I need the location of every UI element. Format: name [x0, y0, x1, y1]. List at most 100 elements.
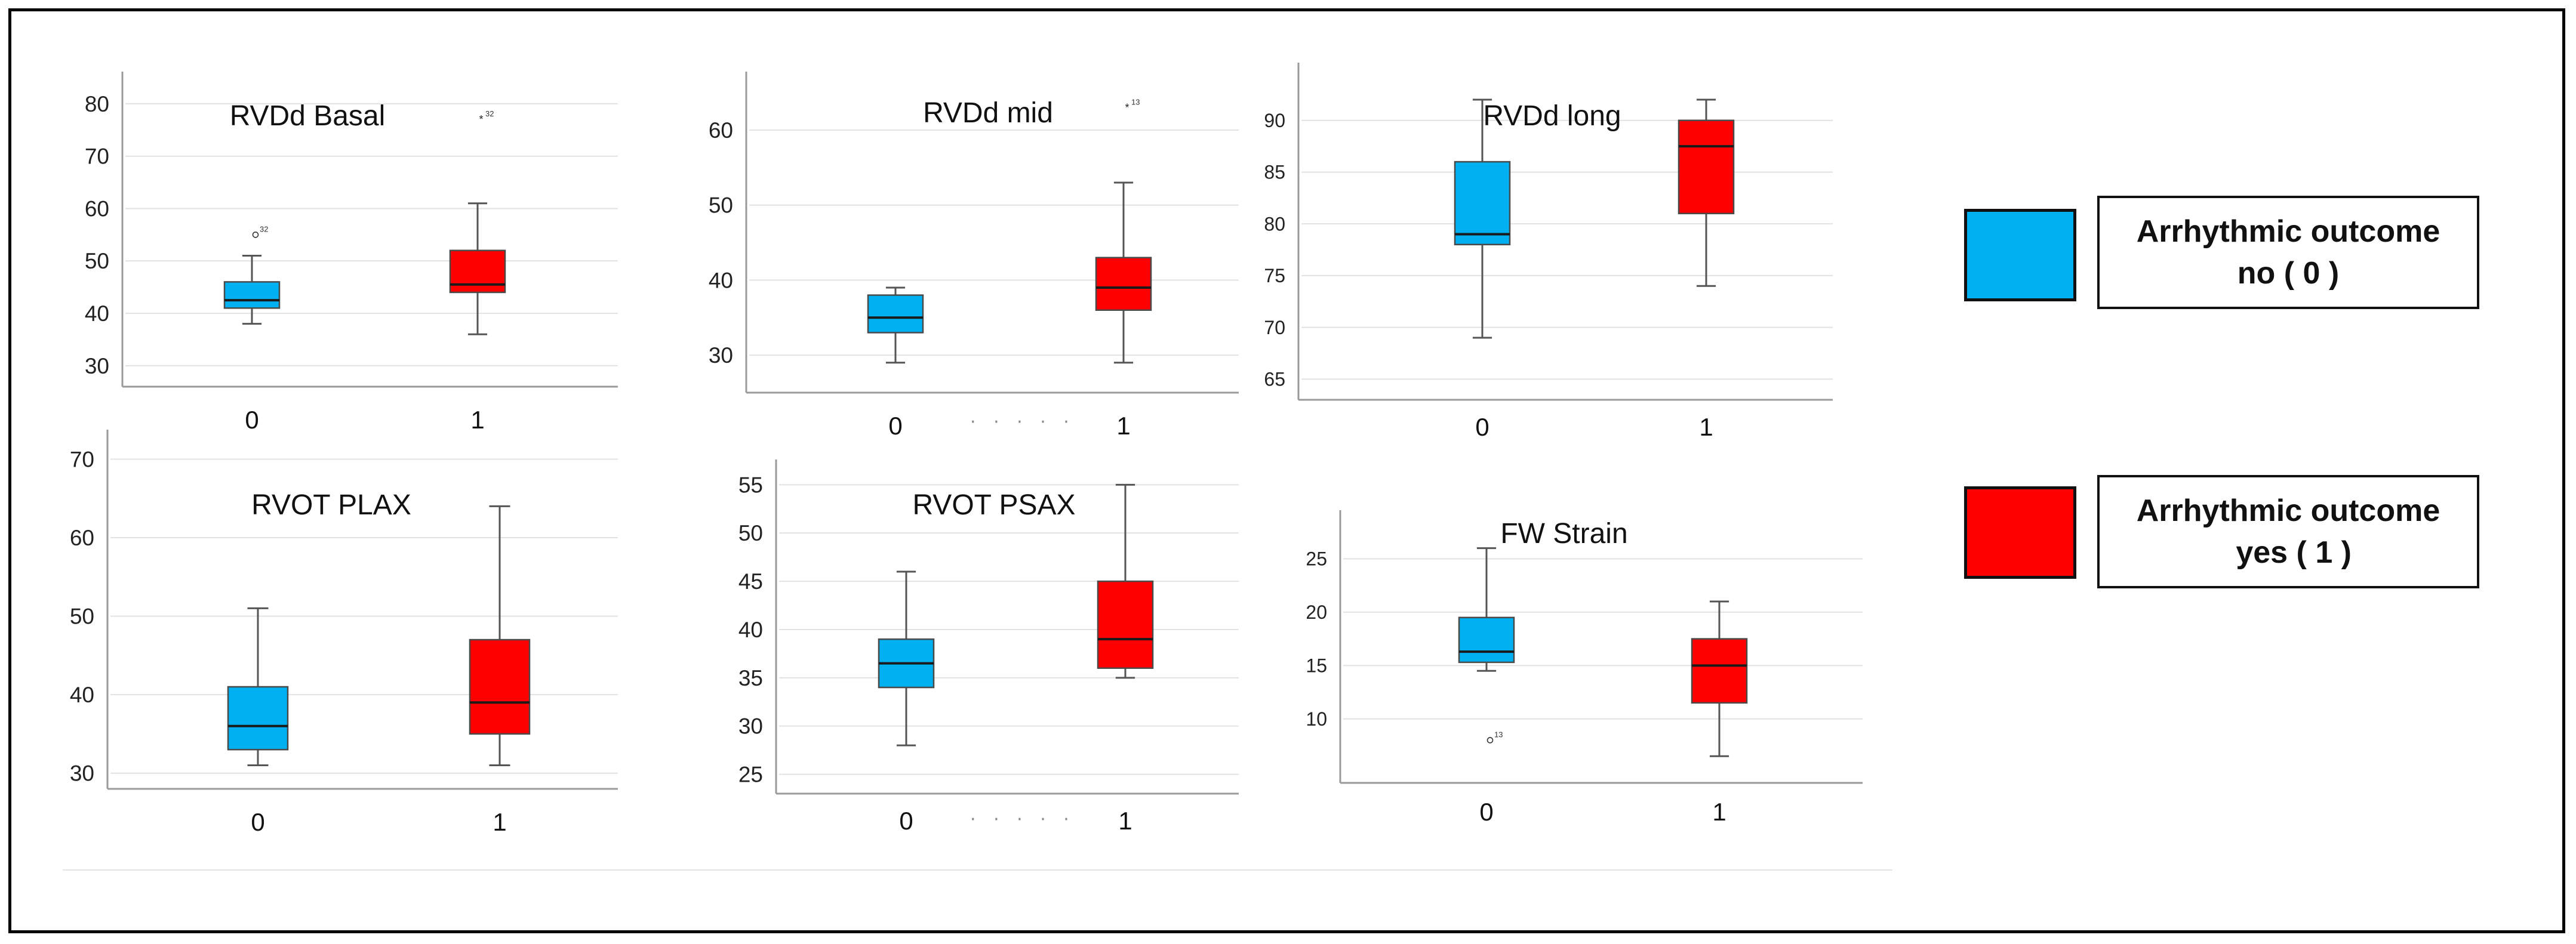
x-category-label: 1 — [1116, 412, 1130, 440]
box-iqr — [1458, 616, 1515, 664]
x-category-label: 0 — [1479, 798, 1493, 826]
x-category-label: 1 — [470, 406, 484, 434]
y-tick-label: 30 — [709, 343, 733, 368]
box-iqr — [867, 294, 924, 334]
legend-yes-line1: Arrhythmic outcome — [2136, 493, 2440, 528]
y-tick-label: 25 — [1306, 548, 1327, 570]
x-category-label: 1 — [493, 808, 506, 836]
chart-title: RVDd long — [1483, 100, 1621, 132]
chart-fw-strain: 10 15 20 25 FW Strain 13 0 1 — [1306, 510, 1863, 826]
box-iqr — [1097, 580, 1154, 669]
y-tick-label: 70 — [1264, 317, 1285, 338]
box-group-1: * 13 — [1095, 97, 1152, 364]
outlier-label: 13 — [1131, 97, 1140, 106]
y-tick-label: 35 — [738, 666, 763, 690]
y-tick-label: 80 — [1264, 213, 1285, 235]
chart-title: RVDd Basal — [230, 100, 386, 132]
x-category-label: 1 — [1712, 798, 1726, 826]
outlier-point: * — [479, 113, 483, 125]
outlier-label: 32 — [485, 109, 494, 118]
x-category-label: 1 — [1699, 413, 1713, 441]
x-category-label: 0 — [1475, 413, 1489, 441]
y-tick-label: 45 — [738, 569, 763, 594]
y-tick-label: 55 — [738, 473, 763, 497]
box-iqr — [449, 249, 506, 294]
outlier-point — [1486, 737, 1494, 744]
legend-swatch-no — [1964, 209, 2076, 301]
x-category-label: 0 — [899, 807, 913, 835]
y-tick-label: 65 — [1264, 369, 1285, 390]
x-category-label: 0 — [251, 808, 264, 836]
y-tick-label: 40 — [709, 268, 733, 292]
y-tick-label: 80 — [85, 92, 109, 116]
y-tick-label: 70 — [70, 447, 94, 471]
box-group-0 — [867, 286, 924, 364]
y-tick-label: 50 — [70, 604, 94, 629]
box-group-0: 32 — [223, 224, 281, 325]
box-group-1 — [1097, 483, 1154, 679]
box-iqr — [223, 281, 281, 309]
box-iqr — [1095, 257, 1152, 311]
outlier-label: 32 — [260, 224, 268, 233]
y-tick-label: 10 — [1306, 708, 1327, 730]
y-tick-label: 60 — [70, 526, 94, 550]
y-tick-label: 60 — [85, 196, 109, 221]
chart-title: RVOT PLAX — [251, 489, 411, 521]
legend-label-no: Arrhythmic outcome no ( 0 ) — [2097, 196, 2479, 309]
chart-rvdd-mid: 30 40 50 60 RVDd mid 0 * 13 1 — [709, 72, 1239, 440]
chart-rvot-plax: 30 40 50 60 70 RVOT PLAX 0 1 — [70, 430, 618, 836]
y-tick-label: 40 — [70, 683, 94, 707]
legend-yes-line2: yes ( 1 ) — [2236, 535, 2352, 570]
y-tick-label: 30 — [738, 714, 763, 739]
y-tick-label: 50 — [85, 249, 109, 273]
y-tick-label: 15 — [1306, 655, 1327, 677]
box-iqr — [1691, 638, 1748, 704]
legend-swatch-yes — [1964, 486, 2076, 579]
box-iqr — [1454, 161, 1511, 246]
y-tick-label: 20 — [1306, 601, 1327, 623]
box-iqr — [1678, 119, 1735, 215]
box-group-1 — [469, 505, 531, 767]
y-tick-label: 50 — [738, 521, 763, 545]
y-tick-label: 50 — [709, 193, 733, 218]
axis-dots-separator-bottom: · · · · · — [970, 809, 1075, 830]
y-tick-label: 60 — [709, 118, 733, 143]
box-group-0 — [1454, 98, 1511, 339]
legend-label-yes: Arrhythmic outcome yes ( 1 ) — [2097, 475, 2479, 588]
box-group-0 — [878, 570, 935, 746]
box-group-1 — [1678, 98, 1735, 287]
chart-title: FW Strain — [1500, 518, 1627, 550]
x-category-label: 0 — [245, 406, 258, 434]
y-tick-label: 85 — [1264, 162, 1285, 183]
x-category-label: 0 — [888, 412, 902, 440]
outlier-label: 13 — [1494, 730, 1503, 739]
chart-rvdd-long: 65 70 75 80 85 90 RVDd long 0 1 — [1264, 63, 1833, 441]
x-category-label: 1 — [1118, 807, 1132, 835]
y-tick-label: 90 — [1264, 110, 1285, 131]
y-tick-label: 30 — [85, 354, 109, 378]
box-iqr — [227, 686, 289, 751]
y-tick-label: 70 — [85, 144, 109, 169]
chart-title: RVOT PSAX — [913, 489, 1076, 521]
box-group-0: 13 — [1458, 547, 1515, 744]
box-group-1: * 32 — [449, 109, 506, 335]
y-tick-label: 25 — [738, 763, 763, 787]
outlier-point — [252, 232, 259, 238]
charts-panel — [63, 27, 1892, 871]
box-iqr — [469, 638, 531, 735]
box-group-0 — [227, 607, 289, 767]
figure-frame — [8, 8, 2565, 933]
y-tick-label: 40 — [738, 618, 763, 642]
chart-rvot-psax: 25 30 35 40 45 50 55 RVOT PSAX 0 1 — [738, 459, 1239, 835]
chart-title: RVDd mid — [923, 97, 1053, 129]
axis-dots-separator-top: · · · · · — [970, 412, 1075, 433]
outlier-point: * — [1125, 101, 1129, 113]
y-tick-label: 30 — [70, 761, 94, 786]
box-group-1 — [1691, 600, 1748, 757]
legend-no-line1: Arrhythmic outcome — [2136, 214, 2440, 249]
legend-no-line2: no ( 0 ) — [2237, 256, 2340, 291]
y-tick-label: 40 — [85, 301, 109, 326]
